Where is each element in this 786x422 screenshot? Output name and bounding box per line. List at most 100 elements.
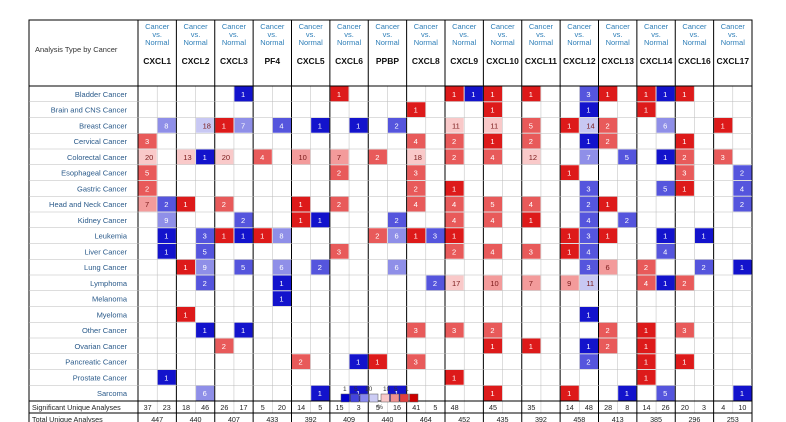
cell-cxcl3-down (234, 118, 253, 133)
cell-rank-label: 8 (279, 232, 283, 241)
cell-ppbp-down (387, 228, 407, 243)
cell-pf4-down (272, 118, 291, 133)
cell-rank-label: 7 (145, 200, 149, 209)
cell-rank-label: 3 (682, 326, 686, 335)
cell-cxcl13-up (599, 133, 618, 149)
header-normal: Normal (644, 38, 669, 47)
significant-count: 35 (527, 403, 535, 412)
cell-rank-label: 3 (586, 232, 590, 241)
cell-cxcl14-down (656, 86, 675, 102)
significant-count: 18 (182, 403, 190, 412)
cell-cxcl9-up (445, 228, 464, 243)
cell-cxcl9-up (445, 244, 464, 259)
cell-pf4-down (272, 228, 291, 243)
total-count: 440 (190, 415, 202, 422)
total-count: 413 (612, 415, 624, 422)
cell-cxcl14-down (656, 275, 675, 291)
cell-cxcl3-down (234, 212, 253, 228)
cell-rank-label: 1 (241, 232, 245, 241)
cell-cxcl14-down (656, 118, 675, 133)
cell-rank-label: 4 (414, 137, 418, 146)
cell-rank-label: 1 (414, 106, 418, 115)
cancer-label: Sarcoma (97, 389, 128, 398)
cell-rank-label: 1 (606, 232, 610, 241)
significant-count: 5 (261, 403, 265, 412)
cell-rank-label: 1 (490, 137, 494, 146)
header-cancer: Cancer (721, 22, 746, 31)
cell-cxcl5-down (311, 259, 330, 275)
cancer-label: Kidney Cancer (78, 216, 128, 225)
header-vs: vs. (421, 30, 431, 39)
cell-cxcl9-up (445, 370, 464, 385)
cell-cxcl6-up (330, 196, 349, 212)
cell-cxcl11-up (522, 212, 541, 228)
cancer-label: Ovarian Cancer (74, 342, 127, 351)
header-cancer: Cancer (682, 22, 707, 31)
header-vs: vs. (229, 30, 239, 39)
cell-rank-label: 4 (279, 121, 283, 130)
cell-cxcl13-up (599, 338, 618, 354)
cell-rank-label: 1 (740, 263, 744, 272)
cell-pf4-down (272, 275, 291, 291)
cell-rank-label: 1 (356, 389, 360, 398)
legend-swatch-up (409, 393, 419, 403)
cell-rank-label: 6 (394, 232, 398, 241)
cell-rank-label: 2 (644, 263, 648, 272)
cell-cxcl5-down (311, 385, 330, 401)
cell-rank-label: 11 (586, 279, 594, 288)
cell-rank-label: 3 (586, 90, 590, 99)
cell-cxcl16-up (675, 165, 694, 180)
cell-rank-label: 4 (490, 153, 494, 162)
cell-ppbp-up (368, 149, 387, 165)
cell-cxcl16-up (675, 133, 694, 149)
cell-cxcl10-up (483, 212, 503, 228)
cell-rank-label: 1 (567, 121, 571, 130)
cell-cxcl5-down (311, 118, 330, 133)
legend-swatch-down (340, 393, 350, 403)
cell-rank-label: 18 (414, 153, 422, 162)
cancer-label: Lymphoma (90, 279, 128, 288)
cell-cxcl1-down (157, 228, 176, 243)
cell-cxcl8-down (426, 275, 445, 291)
gene-label-cxcl2: CXCL2 (182, 56, 210, 66)
cell-rank-label: 1 (241, 90, 245, 99)
cell-cxcl11-up (522, 86, 541, 102)
cell-rank-label: 2 (586, 200, 590, 209)
significant-count: 5 (433, 403, 437, 412)
cell-cxcl12-up (560, 165, 579, 180)
cell-rank-label: 1 (452, 232, 456, 241)
cell-rank-label: 1 (567, 232, 571, 241)
legend-rank-up: 1 (405, 386, 409, 393)
cell-cxcl12-down (579, 275, 598, 291)
cell-rank-label: 12 (529, 153, 537, 162)
header-vs: vs. (575, 30, 585, 39)
cell-rank-label: 1 (394, 389, 398, 398)
gene-label-cxcl17: CXCL17 (717, 56, 750, 66)
cell-rank-label: 10 (490, 279, 498, 288)
cell-rank-label: 7 (337, 153, 341, 162)
cell-rank-label: 2 (375, 232, 379, 241)
cell-cxcl5-up (292, 149, 311, 165)
cell-rank-label: 7 (241, 121, 245, 130)
significant-count: 5 (318, 403, 322, 412)
legend-swatch-up (399, 393, 409, 403)
cell-pf4-down (272, 259, 291, 275)
cell-cxcl12-down (579, 228, 598, 243)
cell-cxcl9-down (464, 86, 483, 102)
cell-rank-label: 3 (203, 232, 207, 241)
cell-cxcl6-up (330, 244, 349, 259)
cell-cxcl1-down (157, 244, 176, 259)
header-normal: Normal (682, 38, 707, 47)
cell-cxcl9-up (445, 133, 464, 149)
total-count: 392 (535, 415, 547, 422)
cell-cxcl13-down (618, 385, 637, 401)
legend-rank-up: 5 (394, 386, 398, 393)
cell-rank-label: 1 (663, 279, 667, 288)
cell-cxcl11-up (522, 244, 541, 259)
cell-cxcl11-up (522, 149, 541, 165)
cell-cxcl12-down (579, 307, 598, 322)
cancer-label: Bladder Cancer (75, 90, 128, 99)
header-normal: Normal (145, 38, 170, 47)
cell-cxcl13-down (618, 149, 637, 165)
